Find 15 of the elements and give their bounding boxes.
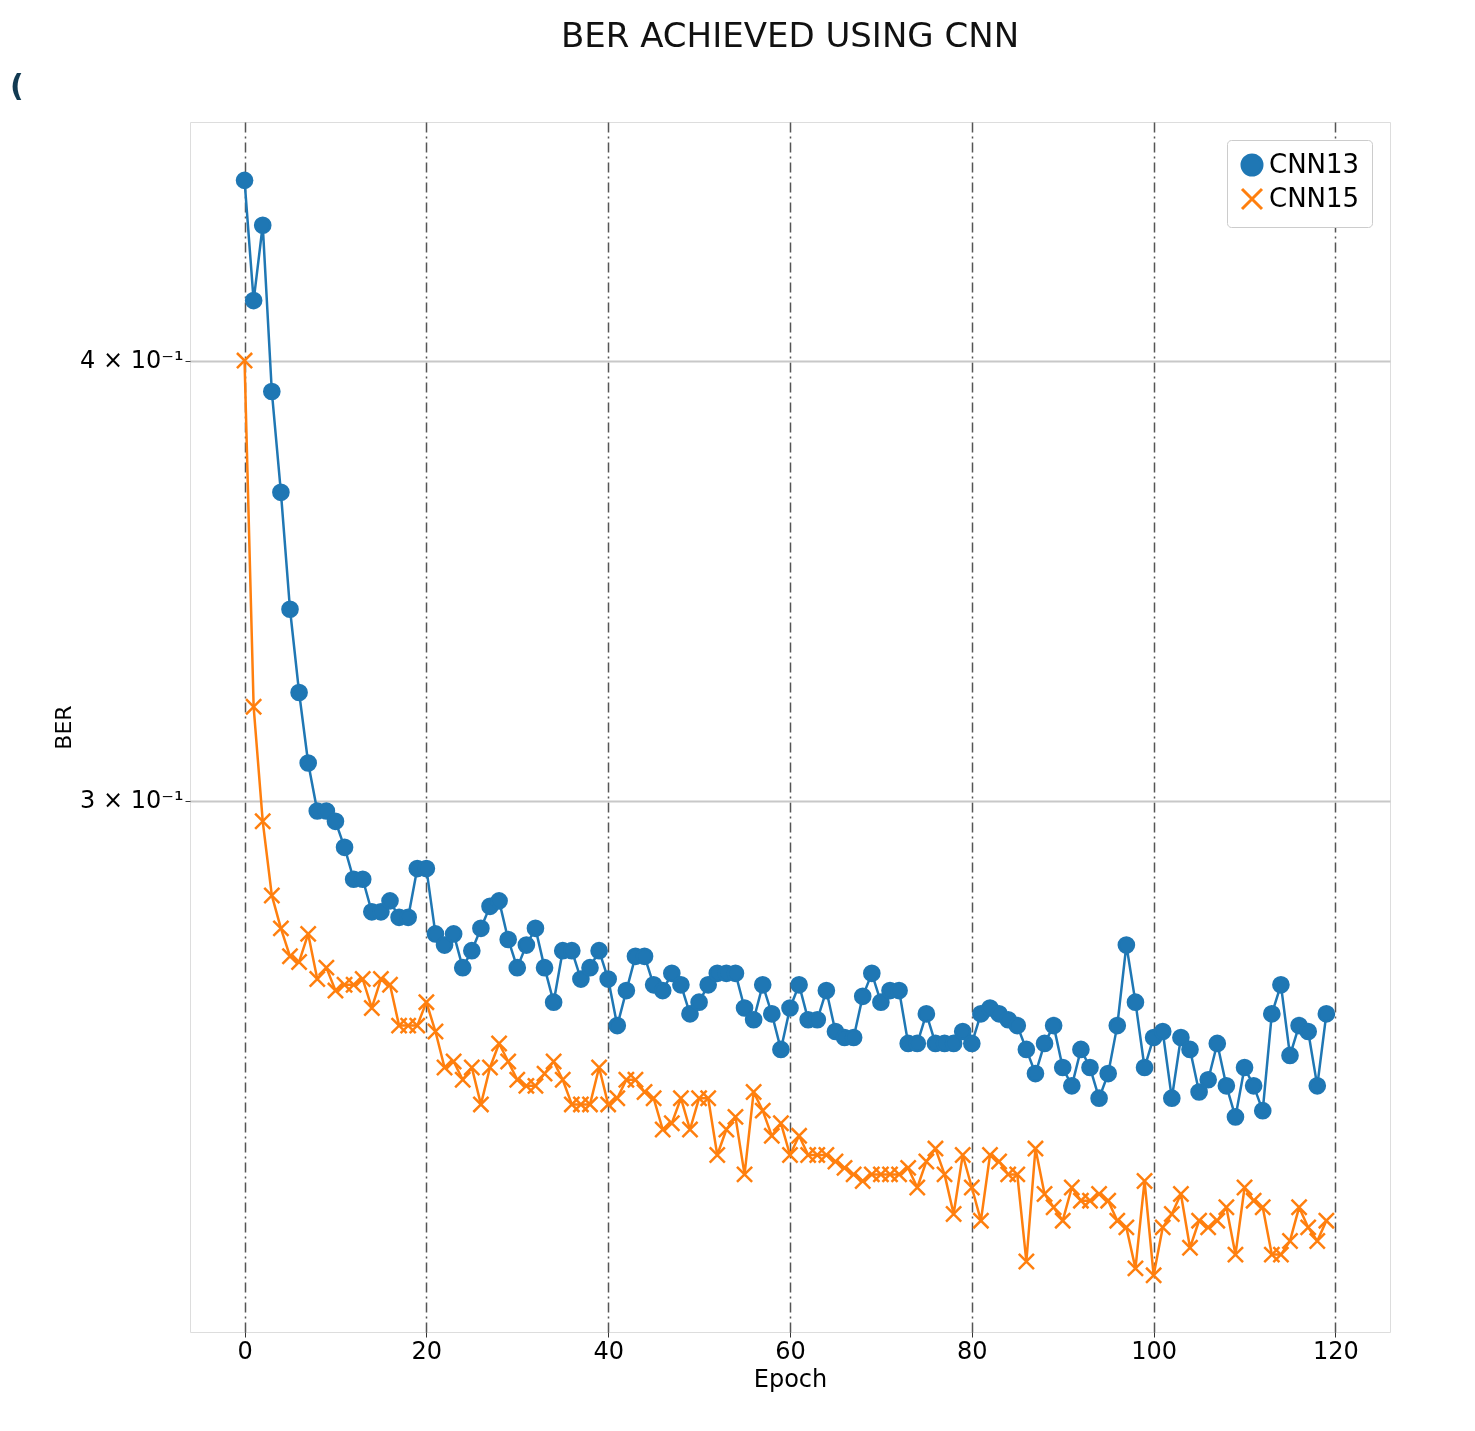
- legend-label: CNN13: [1269, 149, 1360, 179]
- legend-label: CNN15: [1269, 183, 1360, 213]
- y-tick-label: 3 × 10⁻¹: [80, 786, 184, 815]
- chart-title: BER ACHIEVED USING CNN: [560, 15, 1020, 55]
- text: (: [10, 68, 24, 103]
- x-axis-title: Epoch: [753, 1364, 828, 1393]
- x-tick-label: 40: [593, 1336, 624, 1365]
- x-tick-label: 0: [237, 1336, 253, 1365]
- x-tick-label: 80: [957, 1336, 988, 1365]
- x-tick-label: 20: [411, 1336, 443, 1365]
- x-tick-label: 120: [1313, 1336, 1359, 1365]
- x-tick-label: 100: [1131, 1336, 1178, 1365]
- y-tick-label: 4 × 10⁻¹: [80, 346, 184, 375]
- y-axis-title: BER: [51, 705, 77, 750]
- x-tick-label: 60: [775, 1336, 806, 1365]
